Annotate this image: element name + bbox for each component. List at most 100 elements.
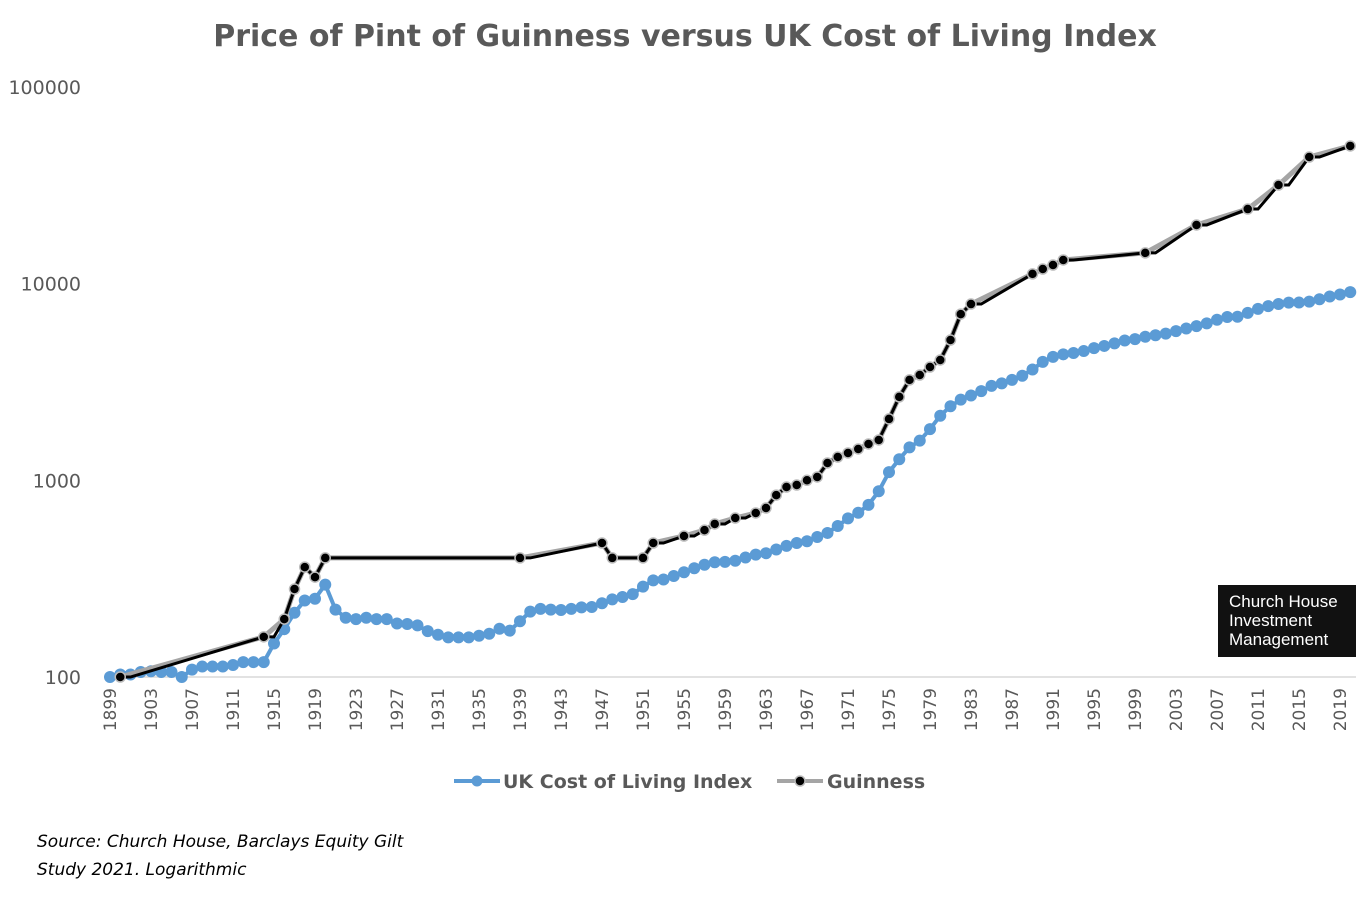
data-point-cost-of-living xyxy=(647,574,660,587)
data-point-cost-of-living xyxy=(1231,310,1244,323)
data-point-guinness xyxy=(780,481,793,493)
data-point-guinness xyxy=(791,479,803,491)
data-point-guinness xyxy=(729,512,741,524)
data-point-cost-of-living xyxy=(688,562,701,575)
data-point-cost-of-living xyxy=(370,613,383,626)
data-point-guinness xyxy=(821,457,834,469)
x-tick-label: 1955 xyxy=(675,688,695,731)
data-point-guinness xyxy=(1139,247,1151,259)
data-point-guinness xyxy=(852,443,864,455)
chart-title: Price of Pint of Guinness versus UK Cost… xyxy=(213,19,1157,54)
data-point-guinness xyxy=(934,354,946,366)
data-point-guinness xyxy=(1026,268,1039,280)
x-tick-label: 1999 xyxy=(1126,688,1146,731)
data-point-cost-of-living xyxy=(401,617,414,630)
data-point-guinness xyxy=(965,298,977,310)
data-point-guinness xyxy=(914,369,926,381)
data-point-cost-of-living xyxy=(1344,286,1357,299)
x-tick-label: 1983 xyxy=(962,688,982,731)
data-point-cost-of-living xyxy=(657,573,670,586)
data-point-cost-of-living xyxy=(1313,293,1326,306)
data-point-cost-of-living xyxy=(739,551,752,564)
data-point-cost-of-living xyxy=(216,660,229,673)
data-point-guinness xyxy=(924,361,936,373)
x-tick-label: 1975 xyxy=(880,688,900,731)
data-point-cost-of-living xyxy=(227,659,239,672)
x-tick-label: 1919 xyxy=(306,688,326,731)
data-point-cost-of-living xyxy=(1047,350,1059,363)
data-point-guinness xyxy=(944,334,957,346)
y-tick-label: 100 xyxy=(45,667,81,689)
data-point-cost-of-living xyxy=(1016,369,1029,382)
data-point-cost-of-living xyxy=(442,631,455,644)
legend-marker-cost-of-living xyxy=(471,775,483,787)
data-point-cost-of-living xyxy=(391,617,403,630)
data-point-cost-of-living xyxy=(503,624,516,637)
data-point-guinness xyxy=(709,518,721,530)
data-point-guinness xyxy=(1344,140,1356,152)
data-point-cost-of-living xyxy=(883,466,895,479)
data-point-cost-of-living xyxy=(1334,288,1346,301)
data-point-guinness xyxy=(319,552,331,564)
data-point-cost-of-living xyxy=(1149,329,1162,342)
data-point-cost-of-living xyxy=(544,603,557,616)
data-point-cost-of-living xyxy=(924,423,936,436)
data-point-cost-of-living xyxy=(288,606,301,619)
data-point-cost-of-living xyxy=(760,547,772,560)
data-point-cost-of-living xyxy=(1139,330,1152,343)
data-point-cost-of-living xyxy=(1108,337,1121,350)
data-point-cost-of-living xyxy=(565,602,578,615)
data-point-cost-of-living xyxy=(801,535,813,548)
source-line: Source: Church House, Barclays Equity Gi… xyxy=(37,832,404,852)
data-point-cost-of-living xyxy=(432,628,444,641)
data-point-cost-of-living xyxy=(555,604,567,617)
data-point-cost-of-living xyxy=(1057,348,1070,361)
data-point-guinness xyxy=(760,502,772,514)
x-tick-label: 1947 xyxy=(593,688,613,731)
data-point-cost-of-living xyxy=(821,526,834,539)
data-point-guinness xyxy=(114,671,126,683)
data-point-guinness xyxy=(258,631,270,643)
x-tick-label: 1931 xyxy=(429,688,449,731)
data-point-guinness xyxy=(1037,263,1049,275)
data-point-cost-of-living xyxy=(339,611,352,624)
data-point-cost-of-living xyxy=(1088,342,1100,355)
data-point-cost-of-living xyxy=(206,660,219,673)
data-point-cost-of-living xyxy=(1303,295,1316,308)
data-point-cost-of-living xyxy=(462,631,475,644)
data-point-cost-of-living xyxy=(862,498,875,511)
x-tick-label: 1959 xyxy=(716,688,736,731)
x-tick-label: 1907 xyxy=(183,688,203,731)
data-point-cost-of-living xyxy=(913,434,926,447)
legend-label-guinness: Guinness xyxy=(827,771,925,793)
legend: UK Cost of Living Index Guinness xyxy=(454,771,925,793)
data-point-guinness xyxy=(299,561,311,573)
data-point-cost-of-living xyxy=(360,611,373,624)
data-point-guinness xyxy=(873,434,885,446)
data-point-cost-of-living xyxy=(975,385,988,398)
data-point-cost-of-living xyxy=(514,615,526,628)
data-point-cost-of-living xyxy=(678,566,690,579)
data-point-cost-of-living xyxy=(1323,290,1336,303)
x-tick-label: 1939 xyxy=(511,688,531,731)
data-point-cost-of-living xyxy=(268,637,280,650)
data-point-cost-of-living xyxy=(165,666,178,679)
data-point-cost-of-living xyxy=(1129,333,1141,346)
data-point-cost-of-living xyxy=(1200,317,1213,330)
x-tick-label: 1927 xyxy=(388,688,408,731)
data-point-cost-of-living xyxy=(473,629,485,642)
data-point-cost-of-living xyxy=(1262,300,1275,313)
data-point-cost-of-living xyxy=(1190,320,1203,333)
data-point-cost-of-living xyxy=(965,389,977,402)
data-point-cost-of-living xyxy=(1241,306,1254,319)
data-point-cost-of-living xyxy=(995,377,1008,390)
data-point-cost-of-living xyxy=(175,671,188,683)
data-point-cost-of-living xyxy=(247,656,260,669)
data-point-guinness xyxy=(278,613,290,625)
logo-line: Church House xyxy=(1229,592,1338,611)
data-point-cost-of-living xyxy=(719,555,731,568)
data-point-cost-of-living xyxy=(1159,327,1172,340)
data-point-cost-of-living xyxy=(1036,355,1049,368)
data-point-cost-of-living xyxy=(534,602,547,615)
